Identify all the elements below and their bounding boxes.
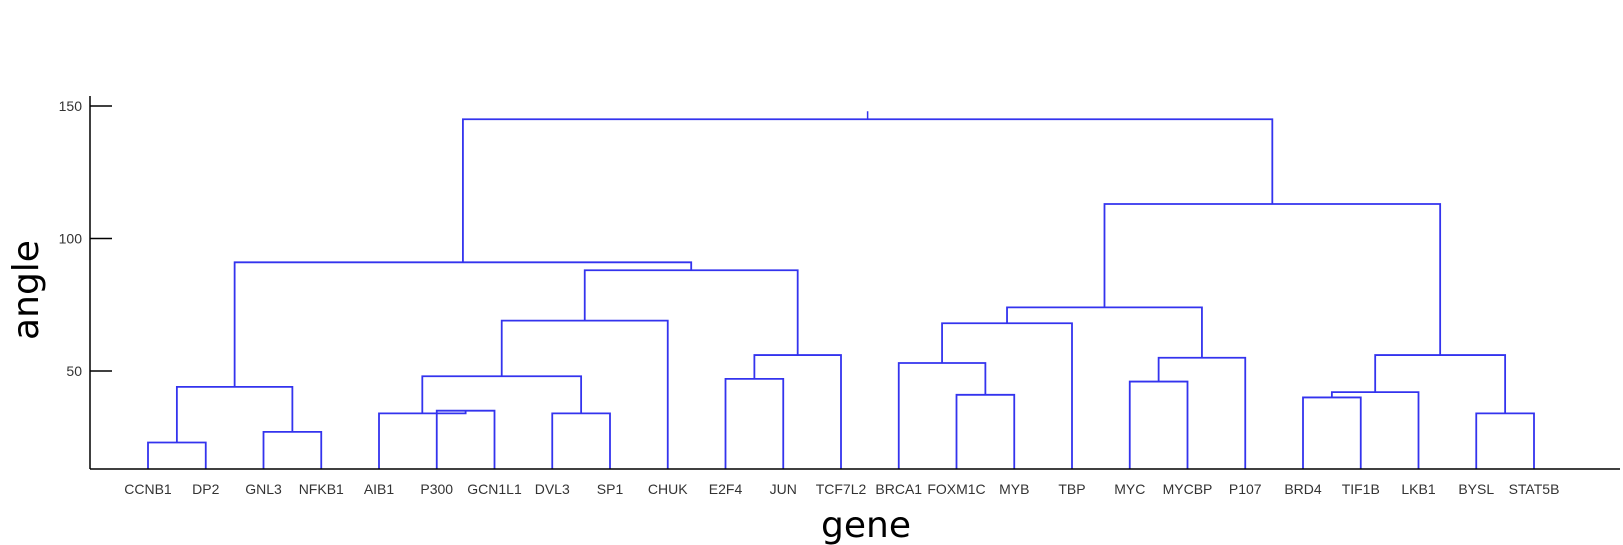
x-tick-label: NFKB1 xyxy=(299,481,344,497)
dendrogram-link xyxy=(897,362,987,469)
y-tick-label: 100 xyxy=(59,230,83,246)
x-tick-label: TCF7L2 xyxy=(816,481,867,497)
y-tick-label: 50 xyxy=(66,363,82,379)
dendrogram-link xyxy=(583,269,799,356)
y-axis-title: angle xyxy=(6,240,47,340)
dendrogram-link xyxy=(378,410,467,469)
x-tick-label: BYSL xyxy=(1458,481,1494,497)
dendrogram-link xyxy=(147,441,207,469)
dendrogram-link xyxy=(462,118,1274,263)
x-tick-label: AIB1 xyxy=(364,481,395,497)
dendrogram-link xyxy=(955,393,1016,469)
dendrogram-link xyxy=(233,261,693,387)
x-tick-label: FOXM1C xyxy=(927,481,985,497)
dendrogram-link xyxy=(435,409,496,469)
x-tick-label: P107 xyxy=(1229,481,1262,497)
x-tick-label: MYC xyxy=(1114,481,1145,497)
dendrogram-link xyxy=(500,319,669,469)
x-tick-label: P300 xyxy=(420,481,453,497)
dendrogram-link xyxy=(175,385,294,443)
x-tick-label: JUN xyxy=(770,481,797,497)
x-tick-label: MYCBP xyxy=(1163,481,1213,497)
x-tick-label: DP2 xyxy=(192,481,219,497)
x-tick-label: TBP xyxy=(1058,481,1085,497)
x-tick-label: E2F4 xyxy=(709,481,743,497)
x-axis-title: gene xyxy=(821,505,911,545)
x-tick-label: SP1 xyxy=(597,481,624,497)
dendrogram-link xyxy=(421,375,583,414)
x-tick-label: MYB xyxy=(999,481,1029,497)
dendrogram-link xyxy=(941,322,1073,469)
x-tick-label: BRD4 xyxy=(1284,481,1322,497)
x-tick-label: CCNB1 xyxy=(124,481,172,497)
y-tick-label: 150 xyxy=(59,98,83,114)
dendrogram-link xyxy=(1475,412,1535,469)
dendrogram-link xyxy=(1006,306,1203,358)
x-tick-label: GCN1L1 xyxy=(467,481,522,497)
dendrogram-links xyxy=(147,111,1535,469)
dendrogram-link xyxy=(551,412,611,469)
x-tick-label: DVL3 xyxy=(535,481,570,497)
y-ticks: 50 100 150 xyxy=(59,98,112,379)
dendrogram-link xyxy=(724,378,785,469)
x-tick-labels: CCNB1 DP2 GNL3 NFKB1 AIB1 P300 GCN1L1 DVL3 SP1 CH… xyxy=(124,481,1559,497)
dendrogram-link xyxy=(1157,356,1247,469)
dendrogram-link xyxy=(262,431,323,469)
x-tick-label: GNL3 xyxy=(245,481,282,497)
x-tick-label: CHUK xyxy=(648,481,688,497)
axes xyxy=(89,96,1620,470)
dendrogram-link xyxy=(753,354,842,469)
x-tick-label: TIF1B xyxy=(1342,481,1380,497)
dendrogram-link xyxy=(1128,380,1189,469)
dendrogram-link xyxy=(1330,391,1420,469)
dendrogram-link xyxy=(1374,354,1507,414)
x-tick-label: BRCA1 xyxy=(875,481,922,497)
x-tick-label: LKB1 xyxy=(1401,481,1435,497)
x-tick-label: STAT5B xyxy=(1509,481,1560,497)
dendrogram-link xyxy=(1302,396,1362,469)
dendrogram-link xyxy=(1103,203,1442,356)
